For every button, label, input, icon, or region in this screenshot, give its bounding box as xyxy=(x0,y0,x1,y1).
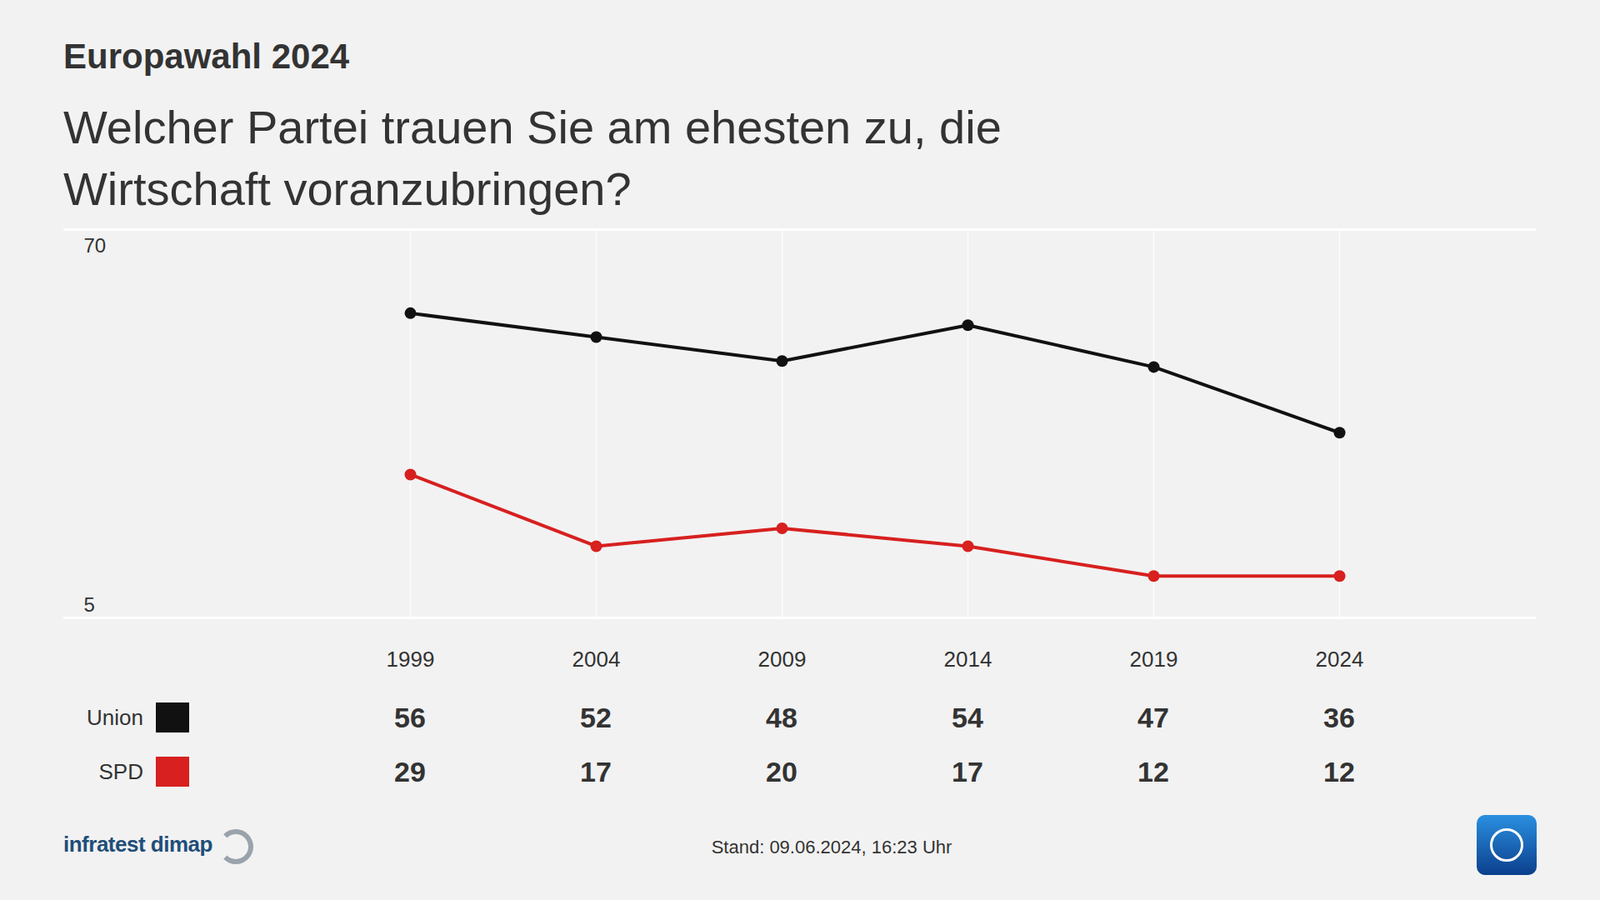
svg-text:70: 70 xyxy=(84,234,107,257)
html-text:SPD: SPD xyxy=(98,758,144,784)
html-text:12: 12 xyxy=(1137,755,1170,788)
html-text:52: 52 xyxy=(580,701,612,733)
html-text:54: 54 xyxy=(951,701,984,733)
html-text:Stand: 09.06.2024, 16:23 Uhr: Stand: 09.06.2024, 16:23 Uhr xyxy=(711,836,952,858)
svg-text:2009: 2009 xyxy=(758,646,807,672)
html-text:12: 12 xyxy=(1323,755,1355,788)
html-text:17: 17 xyxy=(951,755,984,788)
html-text:17: 17 xyxy=(580,755,612,788)
svg-text:2004: 2004 xyxy=(572,646,621,672)
html-text:20: 20 xyxy=(765,755,798,788)
html-text:Europawahl 2024: Europawahl 2024 xyxy=(63,36,350,76)
html-text:Welcher Partei trauen Sie am e: Welcher Partei trauen Sie am ehesten zu,… xyxy=(63,100,1002,215)
html-text:56: 56 xyxy=(394,701,426,733)
html-text:infratest dimap: infratest dimap xyxy=(63,831,213,857)
html-text:47: 47 xyxy=(1137,701,1170,733)
html-text:29: 29 xyxy=(394,755,426,788)
html-text:36: 36 xyxy=(1323,701,1355,733)
svg-text:1999: 1999 xyxy=(386,646,435,672)
svg-text:2024: 2024 xyxy=(1315,646,1365,672)
html-text:Union: Union xyxy=(86,704,144,730)
svg-text:5: 5 xyxy=(84,593,95,616)
svg-text:2014: 2014 xyxy=(944,646,993,672)
svg-text:2019: 2019 xyxy=(1130,646,1179,672)
html-text:48: 48 xyxy=(765,701,798,733)
